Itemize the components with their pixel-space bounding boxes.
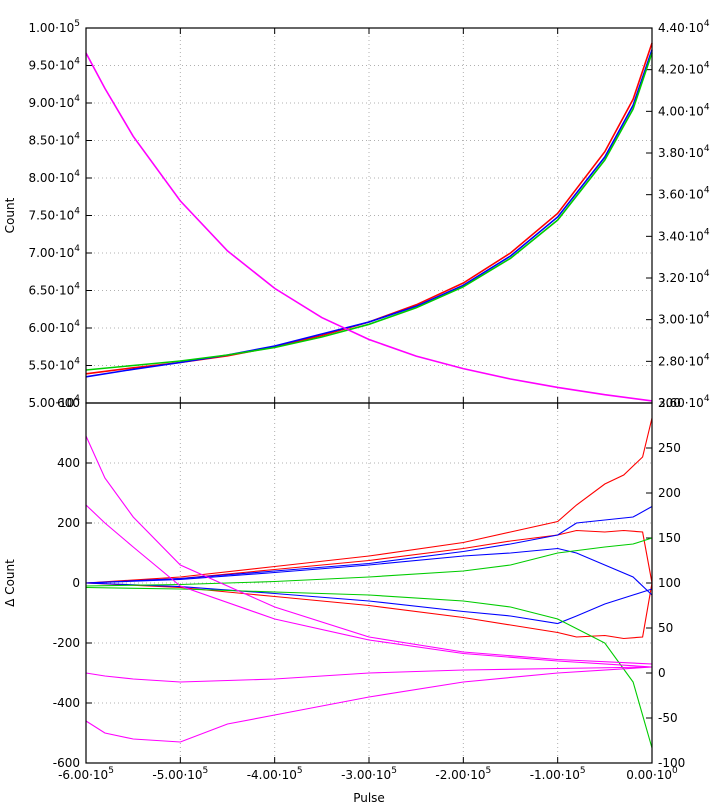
series-line	[85, 435, 653, 665]
y2-tick-label: 4.00·104	[658, 102, 710, 118]
series-line	[85, 504, 653, 668]
y2-tick-label: 250	[658, 441, 681, 455]
y-tick-label: 8.00·104	[28, 169, 80, 185]
series-line	[85, 537, 653, 587]
y2-tick-label: 3.00·104	[658, 311, 710, 327]
y-axis-label: Δ Count	[3, 559, 17, 607]
x-tick-label: -5.00·105	[152, 766, 208, 782]
x-tick-label: -2.00·105	[435, 766, 491, 782]
series-line	[85, 52, 653, 402]
series-line	[85, 49, 653, 378]
series-line	[85, 666, 653, 683]
y2-tick-label: 2.60·104	[658, 394, 710, 410]
series-line	[85, 417, 653, 584]
y2-tick-label: 100	[658, 576, 681, 590]
y-tick-label: 9.50·104	[28, 57, 80, 73]
series-line	[85, 582, 653, 640]
series-line	[85, 666, 653, 743]
top-panel: 5.00·104 5.50·104 6.00·104 6.50·104 7.00·104…	[3, 19, 710, 410]
y-tick-label: 1.00·105	[28, 19, 80, 35]
series-line	[85, 506, 653, 584]
y-tick-label: 6.50·104	[28, 282, 80, 298]
y2-tick-label: 50	[658, 621, 673, 635]
y2-tick-label: 300	[658, 396, 681, 410]
y-tick-label: -600	[53, 756, 80, 770]
y2-tick-label: 200	[658, 486, 681, 500]
y2-tick-label: -50	[658, 711, 678, 725]
series-line	[85, 547, 653, 596]
y-tick-label: 7.00·104	[28, 244, 80, 260]
y-tick-label: 200	[57, 516, 80, 530]
y2-tick-label: 0	[658, 666, 666, 680]
y-tick-label: -400	[53, 696, 80, 710]
x-tick-label: -3.00·105	[341, 766, 397, 782]
y-axis-label: Count	[3, 197, 17, 233]
y2-tick-label: 3.60·104	[658, 186, 710, 202]
y2-tick-label: -100	[658, 756, 685, 770]
plot-frame	[85, 402, 653, 764]
y2-tick-label: 4.40·104	[658, 19, 710, 35]
bottom-panel: -6.00·105 -5.00·105 -4.00·105 -3.00·105 -2.0…	[3, 396, 685, 805]
series-line	[85, 52, 653, 371]
x-tick-label: 0.00·100	[626, 766, 678, 782]
y-tick-label: 5.50·104	[28, 357, 80, 373]
y-tick-label: 400	[57, 456, 80, 470]
y-tick-label: 9.00·104	[28, 94, 80, 110]
x-tick-label: -1.00·105	[530, 766, 586, 782]
y2-tick-label: 4.20·104	[658, 61, 710, 77]
y2-tick-label: 150	[658, 531, 681, 545]
x-tick-label: -4.00·105	[247, 766, 303, 782]
x-tick-label: -6.00·105	[58, 766, 114, 782]
y-tick-label: 7.50·104	[28, 207, 80, 223]
y2-tick-label: 2.80·104	[658, 352, 710, 368]
y2-tick-label: 3.40·104	[658, 227, 710, 243]
y-tick-label: 600	[57, 396, 80, 410]
y2-tick-label: 3.20·104	[658, 269, 710, 285]
y-tick-label: 5.00·104	[28, 394, 80, 410]
y-tick-label: -200	[53, 636, 80, 650]
y2-tick-label: 3.80·104	[658, 144, 710, 160]
series-line	[85, 529, 653, 584]
x-axis-label: Pulse	[353, 791, 385, 805]
y-tick-label: 8.50·104	[28, 132, 80, 148]
y-tick-label: 0	[72, 576, 80, 590]
y-tick-label: 6.00·104	[28, 319, 80, 335]
